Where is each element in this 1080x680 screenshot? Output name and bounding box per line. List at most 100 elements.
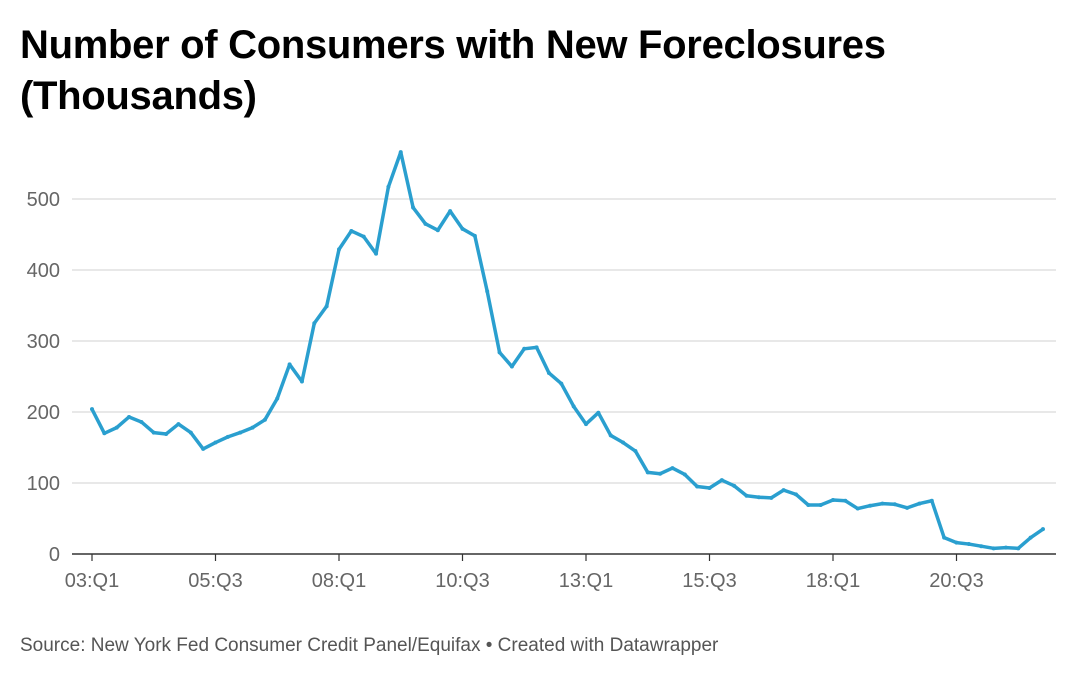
data-point: [349, 228, 354, 233]
data-point: [719, 478, 724, 483]
data-point: [1028, 535, 1033, 540]
data-point: [238, 430, 243, 435]
data-point: [658, 471, 663, 476]
data-point: [929, 498, 934, 503]
data-point: [843, 498, 848, 503]
data-point: [411, 205, 416, 210]
data-point: [250, 425, 255, 430]
data-point: [756, 495, 761, 500]
data-point: [769, 495, 774, 500]
data-point: [670, 466, 675, 471]
data-point: [645, 470, 650, 475]
data-point: [448, 209, 453, 214]
data-point: [374, 251, 379, 256]
y-tick-label: 0: [49, 544, 60, 566]
x-tick-label: 10:Q3: [435, 570, 489, 592]
data-point: [472, 233, 477, 238]
y-tick-label: 400: [27, 260, 60, 282]
data-point: [201, 446, 206, 451]
data-point: [596, 410, 601, 415]
footer-separator: •: [480, 635, 498, 656]
x-tick-label: 05:Q3: [188, 570, 242, 592]
footer: Source: New York Fed Consumer Credit Pan…: [20, 635, 718, 657]
source-note: Source: New York Fed Consumer Credit Pan…: [20, 635, 481, 656]
data-point: [781, 488, 786, 493]
x-tick-label: 18:Q1: [806, 570, 860, 592]
data-point: [979, 544, 984, 549]
y-tick-label: 200: [27, 402, 60, 424]
y-tick-label: 500: [27, 189, 60, 211]
data-point: [892, 502, 897, 507]
data-point: [509, 364, 514, 369]
data-point: [188, 430, 193, 435]
credit-note: Created with Datawrapper: [497, 635, 719, 656]
data-point: [991, 546, 996, 551]
data-point: [905, 505, 910, 510]
data-point: [435, 228, 440, 233]
y-axis-ticks: 0 100 200 300 400 500: [27, 189, 60, 566]
data-point: [287, 362, 292, 367]
data-point: [942, 535, 947, 540]
chart-title: Number of Consumers with New Foreclosure…: [20, 23, 886, 118]
data-point: [337, 247, 341, 252]
data-point: [818, 503, 823, 508]
data-point: [151, 430, 156, 435]
data-point: [571, 404, 576, 409]
data-point: [966, 542, 971, 547]
x-tick-label: 20:Q3: [929, 570, 983, 592]
data-point: [633, 449, 638, 454]
data-point: [262, 417, 267, 422]
data-point: [1016, 546, 1021, 551]
data-point: [127, 414, 132, 419]
data-point: [139, 419, 144, 424]
series-layer: [90, 150, 1045, 551]
data-point: [361, 234, 366, 239]
data-point: [954, 540, 959, 545]
data-point: [707, 485, 712, 490]
data-point: [114, 425, 119, 430]
data-point: [176, 422, 181, 427]
data-point: [534, 345, 539, 350]
data-point: [1040, 527, 1045, 532]
data-point: [546, 370, 551, 375]
data-point: [608, 433, 613, 438]
data-point: [90, 407, 94, 412]
data-point: [559, 381, 564, 386]
data-point: [164, 432, 169, 437]
data-point: [695, 484, 700, 489]
data-point: [423, 221, 428, 226]
data-point: [522, 346, 527, 351]
data-point: [806, 503, 811, 508]
data-point: [102, 431, 107, 436]
data-point: [398, 150, 403, 155]
data-point: [312, 321, 317, 326]
y-tick-label: 300: [27, 331, 60, 353]
data-point: [485, 289, 490, 294]
data-point: [299, 379, 304, 384]
data-point: [880, 501, 885, 506]
x-tick-label: 08:Q1: [312, 570, 366, 592]
data-point: [732, 483, 737, 488]
x-tick-label: 03:Q1: [65, 570, 119, 592]
data-point: [744, 493, 749, 498]
data-point: [497, 350, 502, 355]
y-tick-label: 100: [27, 473, 60, 495]
data-point: [225, 434, 230, 439]
data-point: [584, 422, 588, 427]
data-point: [1003, 545, 1008, 550]
data-point: [868, 503, 873, 508]
data-point: [793, 492, 798, 497]
data-point: [275, 396, 280, 401]
x-axis-ticks: 03:Q1 05:Q3 08:Q1 10:Q3 13:Q1 15:Q3 18:Q1 20:Q3: [65, 554, 984, 592]
gridlines: [72, 198, 1056, 484]
data-point: [917, 501, 922, 506]
data-point: [213, 440, 218, 445]
series-line: [90, 150, 1045, 551]
data-point: [855, 506, 860, 511]
x-tick-label: 13:Q1: [559, 570, 613, 592]
data-point: [682, 472, 687, 477]
data-point: [324, 304, 329, 309]
x-tick-label: 15:Q3: [682, 570, 736, 592]
data-point: [831, 498, 835, 503]
